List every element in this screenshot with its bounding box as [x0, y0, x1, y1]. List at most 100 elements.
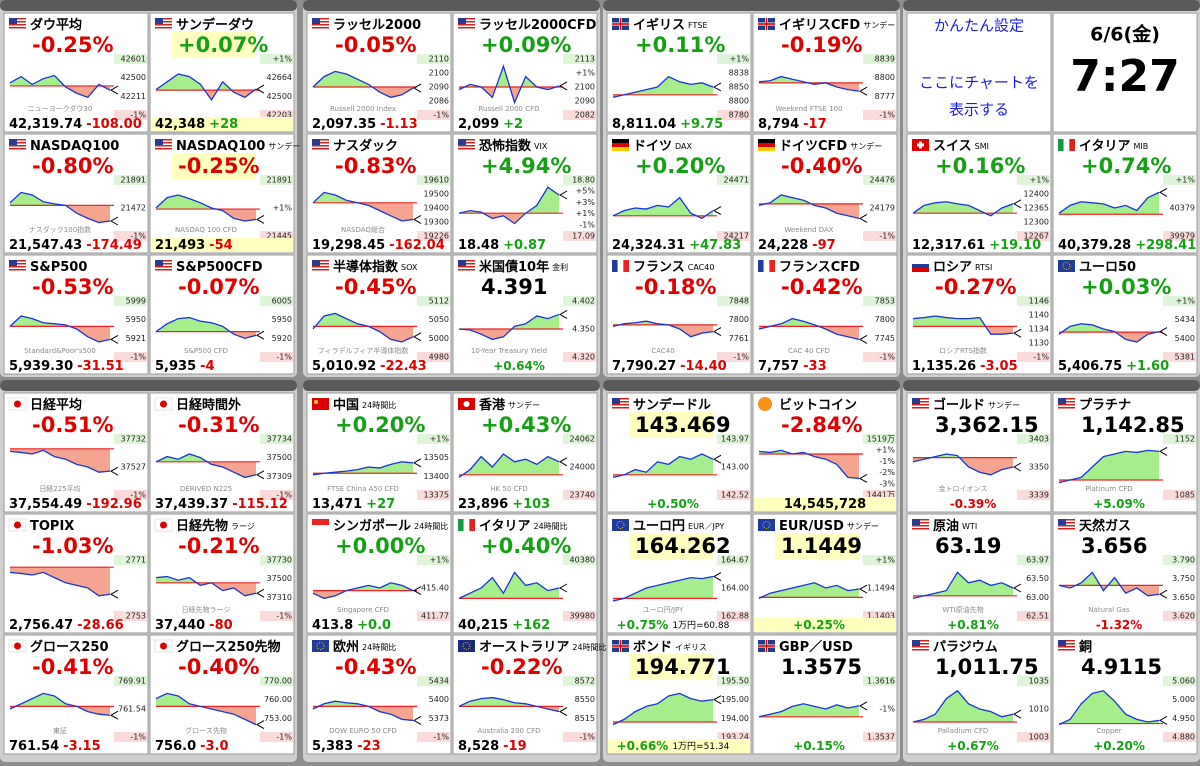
- label-lo-bg: [863, 611, 896, 621]
- price-row: 761.54 -3.15: [9, 739, 101, 754]
- tile-name: グロース250: [30, 639, 109, 655]
- market-tile[interactable]: 日経時間外-0.31% DERIVED N225 37734 37500 37309 -1…: [149, 392, 295, 513]
- flag-part: [912, 519, 929, 521]
- market-tile[interactable]: ゴールド サンデー3,362.15金トロイオンス340333503339-0.39…: [906, 392, 1052, 513]
- axis-label: 753.00: [264, 714, 292, 723]
- axis-label: 37310: [267, 593, 292, 602]
- market-tile[interactable]: 欧州 24時間比-0.43%DOW EURO 50 CFD543454005373…: [306, 634, 452, 755]
- market-tile[interactable]: NASDAQ100 サンデー-0.25%NASDAQ 100 CFD21891+1…: [149, 133, 300, 254]
- chart-link[interactable]: ここにチャートを: [919, 74, 1039, 92]
- price: 42,319.74: [9, 117, 82, 132]
- axis-label: 13400: [424, 472, 449, 481]
- flag-part: [458, 142, 475, 144]
- axis-label: +1%: [1176, 176, 1196, 185]
- name-text: 銅: [1079, 639, 1092, 655]
- axis-label: +1%: [730, 55, 750, 64]
- top-value: +0.11%: [635, 33, 725, 57]
- market-tile[interactable]: シンガポール 24時間比+0.00%Singapore CFD+1%415.404…: [306, 513, 452, 634]
- market-tile[interactable]: NASDAQ100-0.80%ナスダック100指数2189121472-1%21…: [3, 133, 149, 254]
- market-tile[interactable]: スイス SMI+0.16%+1%1240012365123001226712,31…: [906, 133, 1052, 254]
- market-tile[interactable]: TOPIX-1.03% 2771 2753 2,756.47 -28.66: [3, 513, 149, 634]
- market-tile[interactable]: 銅4.9115 Copper 5.060 5.000 4.950 4.880 +0.20%: [1052, 634, 1198, 755]
- axis-label: 3403: [1029, 435, 1049, 444]
- axis-label: -1%: [130, 491, 146, 500]
- spark-line: [155, 575, 257, 597]
- market-tile[interactable]: ラッセル2000-0.05% Russell 2000 Index 2110 2100…: [306, 12, 452, 133]
- watermark: ニューヨークダウ30: [28, 104, 93, 113]
- pct-row: +0.25%: [793, 618, 845, 632]
- market-tile[interactable]: フランス CAC40-0.18%CAC40784878007761-1%7,790…: [606, 254, 752, 375]
- market-tile[interactable]: ビットコイン-2.84% 1519万 +1% -1% -2% -3% 1441万14,545…: [752, 392, 898, 513]
- name-sub: ラージ: [231, 522, 255, 531]
- price: 12,317.61: [912, 238, 985, 253]
- market-tile[interactable]: オーストラリア 24時間比-0.22%Australia 200 CFD85728…: [452, 634, 607, 755]
- market-tile[interactable]: 恐怖指数 VIX+4.94%18.80+5%+3%+1%-1%17.0918.48…: [452, 133, 598, 254]
- market-tile[interactable]: グロース250-0.41% 東証 769.91 761.54 -1% 761.54 -3.1…: [3, 634, 149, 755]
- market-tile[interactable]: S&P500CFD-0.07% S&P500 CFD 6005 5950 5920 -1%…: [149, 254, 295, 375]
- label-hi-bg: [717, 54, 750, 64]
- axis-label: 2086: [429, 97, 449, 106]
- market-tile[interactable]: イギリス FTSE+0.11%+1%88388850880087808,811.0…: [606, 12, 752, 133]
- tile-name: NASDAQ100: [30, 139, 119, 154]
- pct-row: +0.75% 1万円=60.88: [617, 618, 730, 632]
- market-tile[interactable]: ユーロ50+0.03% +1% 5434 5400 5381 5,406.75 +1.60: [1052, 254, 1198, 375]
- axis-label: +1%: [576, 209, 596, 218]
- flag-part: [9, 24, 26, 26]
- chart-link[interactable]: 表示する: [949, 101, 1009, 119]
- market-tile[interactable]: ダウ平均-0.25%ニューヨークダウ30426014250042211-1%42…: [3, 12, 149, 133]
- market-tile[interactable]: 中国 24時間比+0.20%FTSE China A50 CFD+1%135051…: [306, 392, 452, 513]
- price: 2,099: [458, 117, 499, 132]
- name-sub: 24時間比: [362, 642, 396, 652]
- name-sub: SMI: [975, 142, 989, 151]
- flag-part: [14, 521, 21, 529]
- axis-label: 5000: [429, 334, 449, 343]
- flag-part: [619, 640, 622, 652]
- market-tile[interactable]: 原油 WTI63.19WTI原油先物63.9763.5063.0062.51+0.…: [906, 513, 1052, 634]
- market-tile[interactable]: フランスCFD-0.42% CAC 40 CFD 7853 7800 7745 -1% 7,…: [752, 254, 898, 375]
- market-tile[interactable]: ナスダック-0.83% NASDAQ総合 19610 19500 19400 19300 1…: [306, 133, 452, 254]
- axis-label: 17.09: [572, 232, 595, 241]
- price-row: 756.0 -3.0: [155, 739, 229, 754]
- market-tile[interactable]: 香港 サンデー+0.43%HK 50 CFD24062240002374023,8…: [452, 392, 598, 513]
- flag-part: [9, 27, 26, 29]
- market-tile[interactable]: 半導体指数 SOX-0.45%フィラデルフィア半導体指数5112505050004…: [306, 254, 452, 375]
- market-tile[interactable]: ロシア RTSI-0.27%ロシアRTS指数1146114011341130-1%…: [906, 254, 1052, 375]
- market-tile[interactable]: サンデーダウ+0.07% +1% 42664 42500 42203 42,348 +28: [149, 12, 295, 133]
- market-tile[interactable]: ドイツCFD サンデー-0.40%Weekend DAX2447624179-1%…: [752, 133, 898, 254]
- label-hi-bg: [417, 175, 450, 185]
- axis-label: 3350: [1029, 463, 1049, 472]
- flag-part: [458, 139, 466, 145]
- market-tile[interactable]: ユーロ円 EUR／JPY164.262ユーロ円/JPY164.67164.0016…: [606, 513, 752, 634]
- end-marker: [109, 334, 119, 344]
- tile-name: サンデードル: [633, 397, 711, 413]
- market-tile[interactable]: 日経平均-0.51% 日経225平均 37732 37527 -1% 37,554.49-…: [3, 392, 149, 513]
- spark-line: [758, 703, 860, 718]
- market-tile[interactable]: グロース250先物-0.40% グロース先物 770.00 760.00 753.00 -…: [149, 634, 295, 755]
- market-tile[interactable]: S&P500-0.53% Standard&Poor's500 5999 5950 59…: [3, 254, 149, 375]
- tile-name: イギリス FTSE: [633, 17, 708, 33]
- label-hi-bg: [260, 676, 293, 686]
- market-tile[interactable]: ボンド イギリス194.771195.50195.00194.00193.24+0…: [606, 634, 752, 755]
- top-value: 1,011.75: [935, 655, 1039, 679]
- name-text: ラッセル2000: [333, 18, 421, 33]
- market-tile[interactable]: 日経先物 ラージ-0.21%日経先物ラージ377303750037310-1%37…: [149, 513, 295, 634]
- label-hi-bg: [563, 296, 596, 306]
- market-tile[interactable]: イギリスCFD サンデー-0.19% Weekend FTSE 100 8839 880…: [752, 12, 898, 133]
- axis-label: 24476: [870, 176, 895, 185]
- watermark: CAC40: [651, 347, 674, 355]
- end-marker: [712, 327, 722, 337]
- flag-part: [912, 519, 920, 525]
- market-tile[interactable]: ラッセル2000CFD+0.09% Russell 2000 CFD 2113 +1%…: [452, 12, 598, 133]
- flag-part: [612, 401, 629, 403]
- settings-link[interactable]: かんたん設定: [934, 17, 1024, 35]
